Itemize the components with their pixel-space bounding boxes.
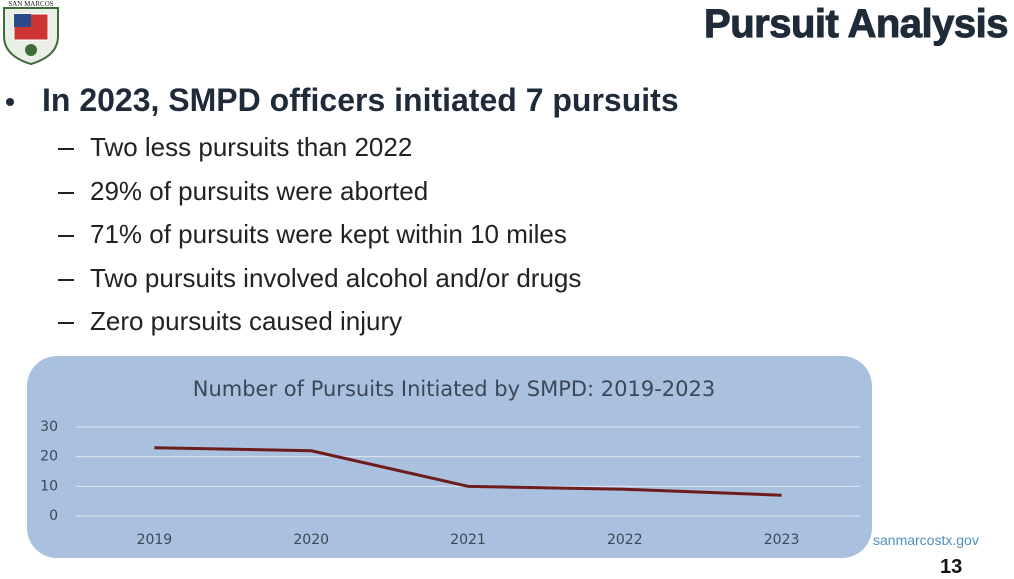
sub-bullet: Two pursuits involved alcohol and/or dru… bbox=[90, 262, 582, 293]
footer-url: sanmarcostx.gov bbox=[873, 532, 979, 548]
dash bbox=[58, 322, 74, 324]
sub-bullet: 29% of pursuits were aborted bbox=[90, 175, 429, 206]
y-tick-label: 30 bbox=[40, 419, 58, 435]
logo-seal bbox=[25, 44, 37, 56]
x-tick-label: 2020 bbox=[293, 532, 329, 548]
logo: SAN MARCOS bbox=[3, 0, 59, 66]
dash bbox=[58, 278, 74, 281]
dash bbox=[58, 235, 74, 237]
x-tick-label: 2019 bbox=[137, 532, 173, 548]
y-tick-label: 10 bbox=[40, 478, 58, 494]
logo-text: SAN MARCOS bbox=[8, 0, 53, 8]
sub-bullet: 71% of pursuits were kept within 10 mile… bbox=[90, 219, 567, 249]
logo-crest bbox=[14, 14, 31, 27]
slide-title: Pursuit Analysis bbox=[704, 2, 1009, 47]
y-tick-label: 0 bbox=[49, 508, 58, 524]
dash bbox=[58, 191, 74, 194]
y-tick-label: 20 bbox=[40, 449, 58, 465]
dash bbox=[58, 148, 74, 150]
x-tick-label: 2022 bbox=[607, 532, 643, 548]
main-bullet: In 2023, SMPD officers initiated 7 pursu… bbox=[42, 82, 679, 118]
chart-title: Number of Pursuits Initiated by SMPD: 20… bbox=[193, 377, 716, 401]
x-tick-label: 2021 bbox=[450, 532, 486, 548]
data-line bbox=[154, 446, 782, 497]
sub-bullet: Two less pursuits than 2022 bbox=[90, 132, 413, 162]
x-tick-label: 2023 bbox=[764, 532, 800, 548]
sub-bullet: Zero pursuits caused injury bbox=[90, 306, 403, 336]
chart: Number of Pursuits Initiated by SMPD: 20… bbox=[27, 356, 872, 558]
bullet bbox=[6, 98, 14, 106]
